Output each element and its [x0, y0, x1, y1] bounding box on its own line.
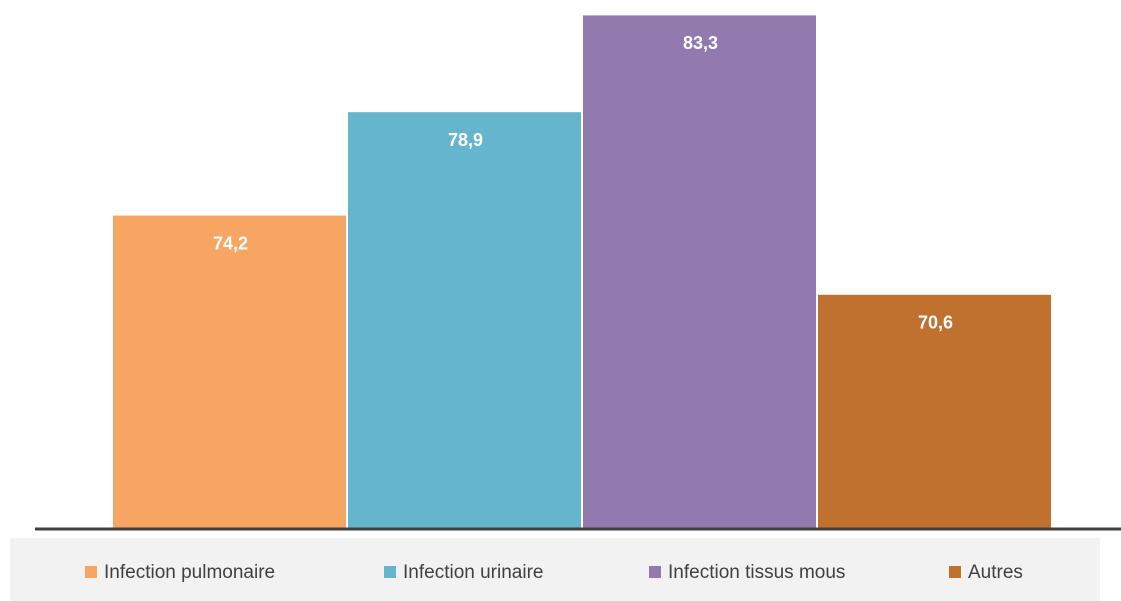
legend-swatch: [384, 566, 396, 578]
value-label: 70,6: [918, 313, 953, 333]
bar: [348, 112, 581, 528]
legend-background: [10, 538, 1100, 601]
bar: [113, 215, 346, 528]
legend-label: Infection tissus mous: [668, 562, 845, 583]
legend-label: Infection urinaire: [403, 562, 543, 583]
bar: [583, 15, 816, 528]
legend-swatch: [85, 566, 97, 578]
bar: [818, 294, 1051, 528]
legend-label: Autres: [968, 562, 1023, 583]
value-label: 74,2: [213, 233, 248, 253]
legend-swatch: [949, 566, 961, 578]
value-label: 78,9: [448, 130, 483, 150]
legend-label: Infection pulmonaire: [104, 562, 275, 583]
value-label: 83,3: [683, 33, 718, 53]
legend-swatch: [649, 566, 661, 578]
